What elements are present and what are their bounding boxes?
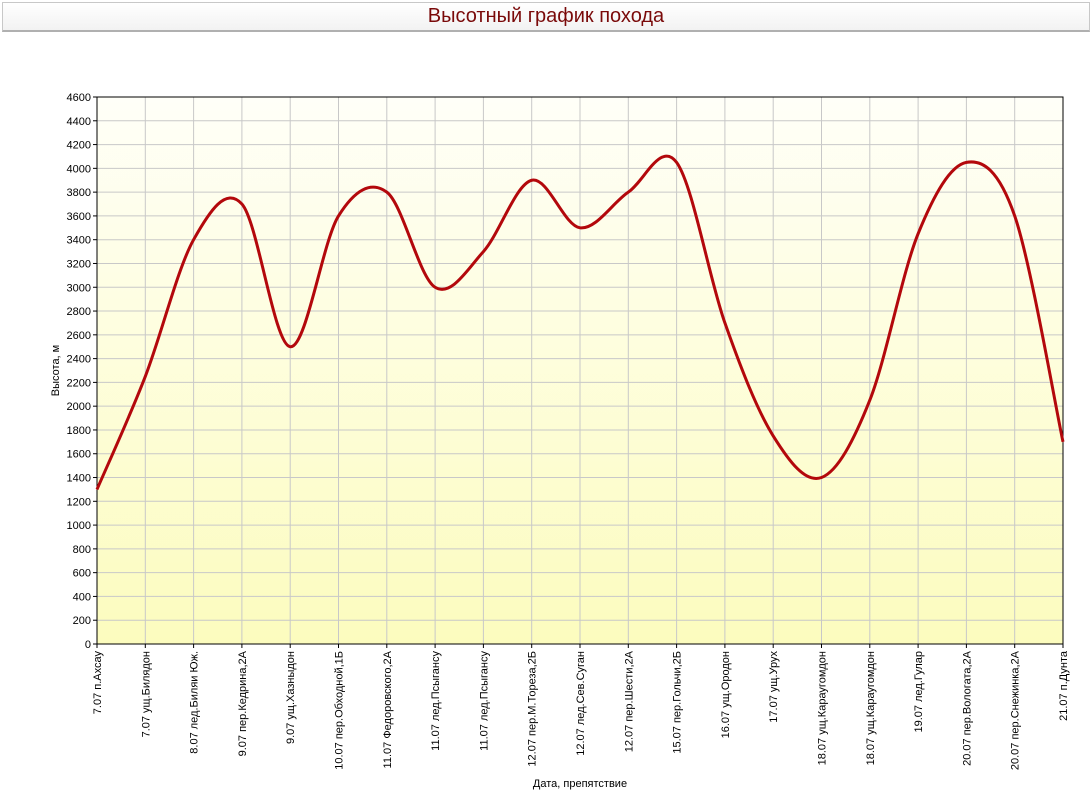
data-points: [96, 161, 1064, 490]
x-tick-label: 20.07 пер.Вологата,2А: [961, 650, 973, 766]
data-point: [579, 227, 581, 229]
x-tick-label: 7.07 п.Ахсау: [92, 651, 104, 715]
axes: [96, 96, 1064, 645]
data-point: [1062, 441, 1064, 443]
data-point: [1014, 215, 1016, 217]
y-tick-labels: 0 200 400 600 800 1000 1200 1400 1600 1800 2000 220…: [67, 92, 91, 651]
y-tick-label: 3800: [67, 187, 91, 199]
x-tick-label: 15.07 пер.Гольчи,2Б: [672, 651, 684, 754]
data-point: [193, 239, 195, 241]
x-tick-label: 12.07 лед.Сев.Суган: [575, 651, 587, 756]
y-tick-label: 1000: [67, 520, 91, 532]
y-tick-label: 400: [73, 591, 91, 603]
y-axis-label: Высота, м: [50, 345, 62, 396]
x-tick-label: 10.07 пер.Обходной,1Б: [334, 651, 346, 770]
y-tick-label: 2800: [67, 306, 91, 318]
y-tick-label: 1400: [67, 473, 91, 485]
x-tick-label: 8.07 лед.Биляи Юж.: [189, 651, 201, 754]
x-tick-labels: 7.07 п.Ахсау 7.07 ущ.Билядон 8.07 лед.Биля…: [92, 650, 1070, 770]
x-tick-label: 21.07 п.Дунта: [1058, 650, 1070, 721]
elevation-line: [95, 154, 1065, 491]
x-tick-label: 18.07 ущ.Караугомдон: [817, 651, 829, 765]
series-elevation: [95, 154, 1065, 491]
y-tick-label: 800: [73, 544, 91, 556]
data-point: [917, 233, 919, 235]
y-tick-label: 200: [73, 615, 91, 627]
y-tick-label: 4600: [67, 92, 91, 104]
data-point: [482, 251, 484, 253]
x-tick-label: 7.07 ущ.Билядон: [140, 651, 152, 737]
y-tick-label: 2600: [67, 330, 91, 342]
y-tick-label: 3200: [67, 258, 91, 270]
data-point: [676, 161, 678, 163]
y-tick-label: 1800: [67, 425, 91, 437]
x-tick-label: 11.07 лед.Псыгансу: [478, 651, 490, 751]
x-tick-label: 17.07 ущ.Урух: [768, 651, 780, 723]
y-tick-label: 0: [85, 639, 91, 651]
y-tick-label: 2200: [67, 377, 91, 389]
x-tick-label: 9.07 пер.Кедрина,2А: [237, 650, 249, 756]
data-point: [772, 435, 774, 437]
data-point: [241, 203, 243, 205]
data-point: [96, 488, 98, 490]
y-tick-label: 4200: [67, 140, 91, 152]
x-axis-label: Дата, препятствие: [533, 778, 627, 790]
x-tick-label: 20.07 пер.Снежинка,2А: [1010, 650, 1022, 770]
x-tick-label: 11.07 лед.Псыгансу: [430, 651, 442, 751]
data-point: [386, 191, 388, 193]
data-point: [531, 179, 533, 181]
chart-title-bar: Высотный график похода: [2, 2, 1090, 32]
y-tick-label: 1600: [67, 449, 91, 461]
y-tick-label: 3600: [67, 211, 91, 223]
x-tick-label: 18.07 ущ.Караугомдон: [865, 651, 877, 765]
data-point: [627, 191, 629, 193]
y-tick-label: 4000: [67, 163, 91, 175]
x-tick-label: 12.07 пер.Шести,2А: [623, 650, 635, 752]
x-tick-label: 12.07 пер.М.Тореза,2Б: [527, 651, 539, 767]
x-tick-label: 11.07 Федоровского,2А: [382, 650, 394, 768]
x-tick-label: 9.07 ущ.Хазныдон: [285, 651, 297, 744]
y-tick-label: 3400: [67, 235, 91, 247]
data-point: [434, 286, 436, 288]
y-tick-label: 600: [73, 568, 91, 580]
data-point: [724, 322, 726, 324]
chart-title: Высотный график похода: [427, 5, 665, 27]
y-tick-label: 3000: [67, 282, 91, 294]
data-point: [144, 375, 146, 377]
data-point: [338, 215, 339, 217]
data-point: [869, 399, 871, 401]
data-point: [965, 161, 967, 163]
grid-lines: [93, 96, 1064, 648]
plot-frame: [96, 96, 1064, 645]
x-tick-label: 16.07 ущ.Ородон: [720, 651, 732, 738]
y-tick-label: 2400: [67, 354, 91, 366]
y-tick-label: 4400: [67, 116, 91, 128]
data-point: [289, 346, 291, 348]
y-tick-label: 1200: [67, 496, 91, 508]
data-point: [821, 477, 822, 479]
y-tick-label: 2000: [67, 401, 91, 413]
x-tick-label: 19.07 лед.Гулар: [913, 651, 925, 733]
